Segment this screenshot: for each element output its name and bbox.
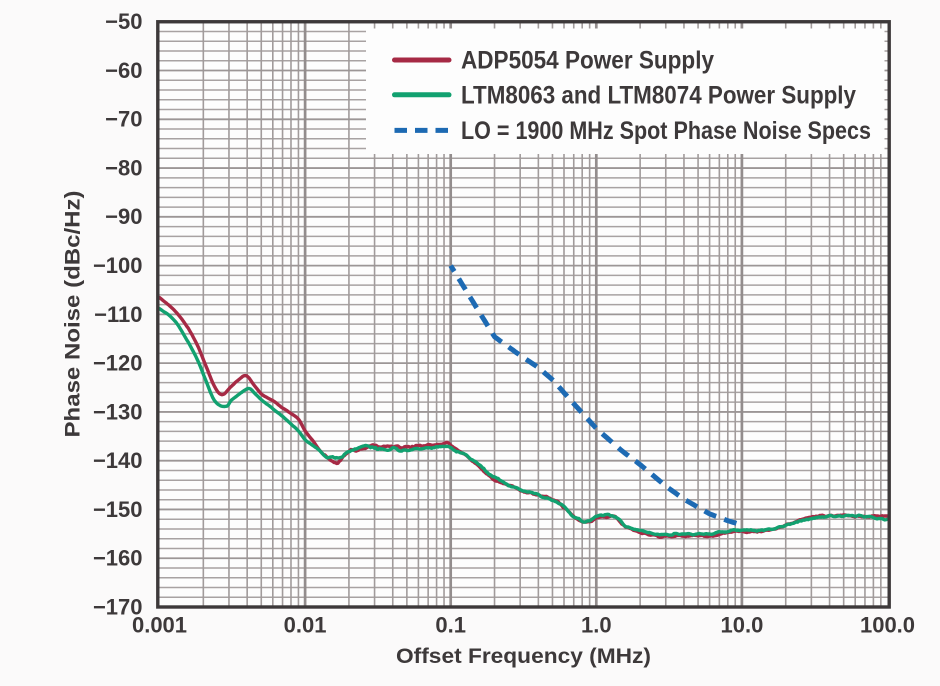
svg-text:−80: −80	[105, 156, 142, 181]
svg-text:Phase Noise (dBc/Hz): Phase Noise (dBc/Hz)	[61, 190, 85, 437]
svg-text:0.001: 0.001	[132, 613, 187, 638]
svg-text:−70: −70	[105, 107, 142, 132]
svg-text:100.0: 100.0	[860, 613, 915, 638]
svg-text:LO = 1900 MHz Spot Phase Noise: LO = 1900 MHz Spot Phase Noise Specs	[461, 117, 871, 145]
svg-text:−90: −90	[105, 204, 142, 229]
svg-text:−160: −160	[93, 546, 143, 571]
svg-text:−170: −170	[93, 594, 143, 619]
svg-text:−130: −130	[93, 399, 143, 424]
svg-text:−60: −60	[105, 58, 142, 83]
svg-text:1.0: 1.0	[581, 613, 612, 638]
svg-text:−50: −50	[105, 9, 142, 34]
svg-text:0.01: 0.01	[284, 613, 327, 638]
svg-text:−150: −150	[93, 497, 143, 522]
svg-text:ADP5054 Power Supply: ADP5054 Power Supply	[461, 47, 714, 75]
svg-text:−140: −140	[93, 448, 143, 473]
svg-text:0.1: 0.1	[435, 613, 466, 638]
svg-text:10.0: 10.0	[720, 613, 763, 638]
svg-text:−100: −100	[93, 253, 143, 278]
svg-text:Offset Frequency (MHz): Offset Frequency (MHz)	[396, 644, 651, 668]
svg-text:−120: −120	[93, 351, 143, 376]
svg-text:LTM8063 and LTM8074 Power Supp: LTM8063 and LTM8074 Power Supply	[461, 82, 856, 110]
svg-text:−110: −110	[94, 302, 142, 327]
